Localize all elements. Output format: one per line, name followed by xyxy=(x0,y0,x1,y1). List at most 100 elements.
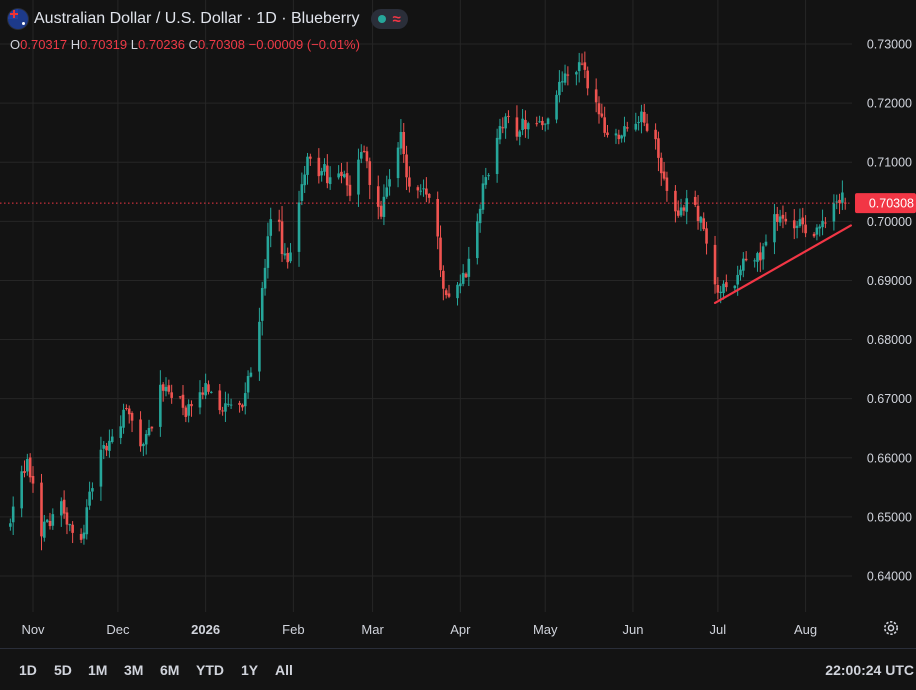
candle-body xyxy=(23,471,26,473)
candle-body xyxy=(478,208,482,224)
candle xyxy=(798,208,802,228)
candle-body xyxy=(702,218,706,230)
candle-body xyxy=(543,123,547,125)
candle-body xyxy=(122,409,125,428)
candle-body xyxy=(838,199,841,204)
change-value: −0.00009 (−0.01%) xyxy=(248,37,360,52)
candle-body xyxy=(65,512,69,525)
candle xyxy=(693,190,697,208)
range-button-1y[interactable]: 1Y xyxy=(241,662,259,678)
candle-body xyxy=(498,126,502,140)
candle xyxy=(99,436,103,501)
range-button-ytd[interactable]: YTD xyxy=(196,662,224,678)
candle xyxy=(442,265,445,301)
candle xyxy=(427,193,431,204)
candle-body xyxy=(659,157,663,174)
candle xyxy=(623,116,626,143)
candle xyxy=(761,243,765,270)
x-tick-label: Mar xyxy=(361,622,384,637)
candle-body xyxy=(541,120,544,126)
candle xyxy=(181,385,185,416)
candle xyxy=(558,70,561,103)
candle-body xyxy=(504,116,507,129)
candle xyxy=(617,129,621,145)
candle-body xyxy=(164,386,168,392)
candle xyxy=(45,518,49,523)
x-tick-label: 2026 xyxy=(191,622,220,637)
candle-body xyxy=(127,408,131,415)
candle xyxy=(566,66,570,86)
candle-body xyxy=(348,184,352,196)
candle xyxy=(204,373,207,400)
candle xyxy=(159,370,162,437)
candle-body xyxy=(719,291,722,294)
candle-body xyxy=(303,174,306,186)
candle-body xyxy=(685,198,689,212)
candle xyxy=(11,496,15,535)
candle-body xyxy=(761,246,765,260)
x-tick-label: Jun xyxy=(622,622,643,637)
candle xyxy=(422,179,425,197)
candle xyxy=(224,391,227,422)
range-button-5d[interactable]: 5D xyxy=(54,662,72,678)
candle xyxy=(229,398,233,409)
candle xyxy=(637,116,640,131)
candle xyxy=(577,52,581,83)
candle xyxy=(702,212,706,232)
candle-body xyxy=(566,74,570,76)
candle xyxy=(277,209,281,232)
candle-body xyxy=(190,403,193,407)
candle-body xyxy=(781,214,785,219)
candle xyxy=(753,258,756,268)
candle-body xyxy=(357,159,360,195)
price-chart[interactable]: 0.70308 0.73000 0.72000 0.71000 0.70000 0.69… xyxy=(0,0,916,648)
candle xyxy=(722,280,725,300)
candle-body xyxy=(416,187,420,191)
candle-body xyxy=(818,226,822,229)
candle-body xyxy=(657,138,660,158)
candle-body xyxy=(79,534,83,540)
candle xyxy=(487,173,490,181)
candle xyxy=(546,117,550,130)
candle-body xyxy=(26,459,29,472)
candle xyxy=(560,71,564,92)
candle-body xyxy=(218,390,222,411)
candle-body xyxy=(563,73,567,83)
range-button-1d[interactable]: 1D xyxy=(19,662,37,678)
candle-body xyxy=(167,385,171,392)
candle-body xyxy=(326,165,329,184)
candle xyxy=(249,367,253,378)
range-button-1m[interactable]: 1M xyxy=(88,662,108,678)
gear-icon[interactable] xyxy=(882,619,900,637)
candle-body xyxy=(226,403,230,405)
candle xyxy=(91,482,94,500)
x-tick-label: Jul xyxy=(710,622,727,637)
candle-body xyxy=(246,376,250,393)
candle xyxy=(399,119,403,155)
symbol-title[interactable]: Australian Dollar / U.S. Dollar · 1D · B… xyxy=(34,10,360,27)
candle xyxy=(654,123,657,150)
candle-body xyxy=(436,198,439,237)
candle xyxy=(379,200,383,220)
current-price-badge xyxy=(855,193,916,214)
utc-clock[interactable]: 22:00:24 UTC xyxy=(825,662,914,678)
candle-body xyxy=(45,519,49,522)
market-status-pill[interactable]: ≈ xyxy=(371,9,408,29)
candle-body xyxy=(289,252,292,262)
candle-body xyxy=(597,103,601,115)
range-button-6m[interactable]: 6M xyxy=(160,662,180,678)
candle xyxy=(555,90,558,124)
candle xyxy=(481,175,485,214)
candle xyxy=(447,284,451,299)
range-button-3m[interactable]: 3M xyxy=(124,662,144,678)
range-button-all[interactable]: All xyxy=(275,662,293,678)
candle-body xyxy=(266,236,270,268)
candle xyxy=(733,285,737,291)
candle-body xyxy=(696,205,700,222)
chart-axes: 0.73000 0.72000 0.71000 0.70000 0.69000 0.680… xyxy=(21,38,912,638)
candle-body xyxy=(184,407,188,417)
candle xyxy=(320,167,323,182)
candle-body xyxy=(764,241,768,246)
candle xyxy=(190,400,193,417)
candle xyxy=(778,209,782,227)
